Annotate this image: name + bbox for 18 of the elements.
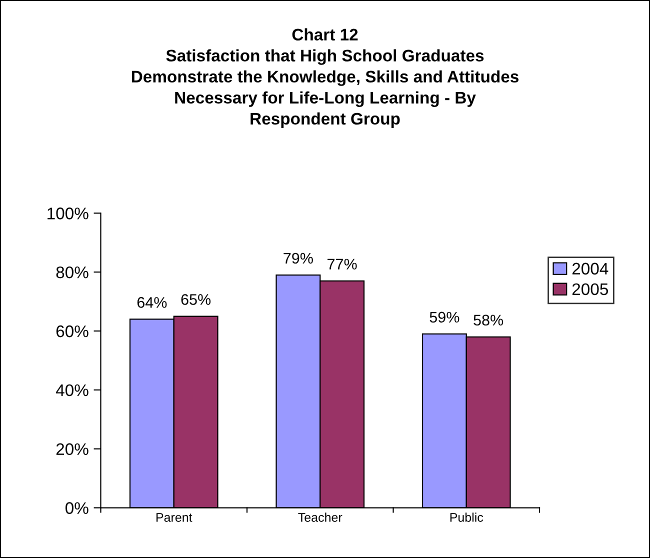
y-tick-label: 20% [56,443,88,456]
data-label: 58% [474,314,504,326]
data-label: 79% [284,252,313,264]
data-label: 64% [137,297,167,308]
x-tick-label: Parent [156,513,192,522]
data-label: 77% [328,258,357,270]
y-tick-label: 80% [56,266,88,278]
legend-label: 2005 [572,283,608,296]
chart-title: Chart 12 Satisfaction that High School Graduates Demonstrate the Knowledge, Skills and Attitudes Necessary for Life-Long Learning - By Respondent Group [132,28,518,128]
y-tick-label: 0% [66,502,88,514]
x-tick-label: Teacher [298,512,342,522]
data-label: 59% [430,312,460,323]
y-tick-label: 60% [56,325,88,338]
legend-label: 2004 [572,262,608,275]
y-tick-label: 40% [56,384,88,396]
y-tick-label: 100% [48,208,88,220]
x-tick-label: Public [450,512,484,522]
data-label: 65% [181,294,211,305]
